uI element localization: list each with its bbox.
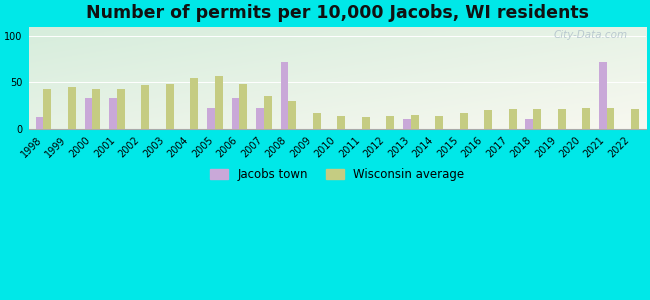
- Bar: [313, 113, 320, 128]
- Bar: [558, 109, 566, 128]
- Bar: [264, 96, 272, 128]
- Bar: [190, 77, 198, 128]
- Bar: [289, 101, 296, 128]
- Bar: [256, 108, 264, 128]
- Bar: [68, 87, 76, 128]
- Bar: [92, 88, 100, 128]
- Bar: [239, 84, 247, 128]
- Bar: [525, 119, 533, 128]
- Bar: [231, 98, 239, 128]
- Bar: [606, 108, 614, 128]
- Bar: [411, 115, 419, 128]
- Bar: [109, 98, 117, 128]
- Bar: [117, 88, 125, 128]
- Bar: [166, 84, 174, 128]
- Bar: [215, 76, 223, 128]
- Bar: [460, 113, 467, 128]
- Title: Number of permits per 10,000 Jacobs, WI residents: Number of permits per 10,000 Jacobs, WI …: [86, 4, 589, 22]
- Bar: [84, 98, 92, 128]
- Bar: [484, 110, 492, 128]
- Bar: [36, 117, 44, 128]
- Text: City-Data.com: City-Data.com: [553, 30, 627, 40]
- Bar: [436, 116, 443, 128]
- Bar: [582, 108, 590, 128]
- Bar: [362, 117, 370, 128]
- Bar: [281, 62, 289, 128]
- Bar: [599, 62, 606, 128]
- Bar: [337, 116, 345, 128]
- Bar: [631, 109, 639, 128]
- Bar: [403, 119, 411, 128]
- Bar: [142, 85, 150, 128]
- Bar: [509, 109, 517, 128]
- Bar: [207, 108, 215, 128]
- Bar: [44, 88, 51, 128]
- Legend: Jacobs town, Wisconsin average: Jacobs town, Wisconsin average: [206, 164, 469, 186]
- Bar: [386, 116, 394, 128]
- Bar: [533, 109, 541, 128]
